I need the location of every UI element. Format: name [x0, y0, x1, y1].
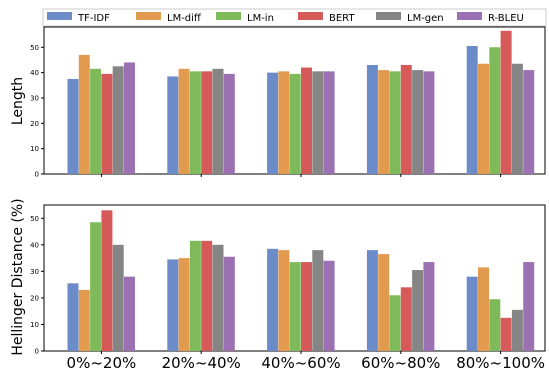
legend-label-lm-in: LM-in — [247, 13, 274, 24]
bar-length-lm-gen-1 — [212, 68, 224, 174]
hellinger-ytick-label: 20 — [30, 294, 39, 302]
bar-length-r-bleu-3 — [423, 71, 435, 174]
bar-hellinger-bert-1 — [201, 240, 213, 351]
bar-hellinger-r-bleu-0 — [124, 276, 135, 351]
hellinger-distance-chart: 0 10 20 30 40 50 Hellinger Distance (%) 0%~20% 2… — [10, 198, 546, 369]
bar-hellinger-tf-idf-1 — [167, 259, 179, 351]
bar-length-tf-idf-3 — [366, 65, 378, 174]
length-y-axis-label: Length — [10, 77, 26, 125]
legend-swatch-lm-diff — [136, 12, 161, 20]
bar-hellinger-lm-in-3 — [389, 295, 401, 351]
bar-length-lm-diff-3 — [378, 70, 390, 174]
bar-hellinger-bert-4 — [500, 317, 512, 351]
bar-hellinger-lm-gen-0 — [112, 244, 124, 351]
length-chart: 0 10 20 30 40 50 Length — [10, 26, 546, 179]
bar-length-tf-idf-2 — [267, 72, 279, 174]
bar-hellinger-lm-diff-4 — [478, 267, 490, 351]
bar-length-lm-in-2 — [289, 73, 301, 174]
legend-swatch-tf-idf — [47, 12, 72, 20]
bar-hellinger-lm-diff-1 — [178, 258, 190, 351]
bar-length-lm-gen-4 — [511, 63, 523, 174]
legend-label-lm-diff: LM-diff — [167, 13, 202, 24]
bar-length-lm-diff-1 — [178, 68, 190, 174]
bar-hellinger-r-bleu-4 — [523, 262, 535, 351]
bar-hellinger-bert-2 — [301, 262, 313, 351]
bar-hellinger-tf-idf-4 — [466, 276, 478, 351]
hellinger-ytick-label: 0 — [35, 348, 39, 356]
bar-hellinger-r-bleu-1 — [223, 256, 235, 351]
bar-length-tf-idf-0 — [67, 78, 79, 174]
xtick-label-4: 80%~100% — [456, 354, 545, 369]
length-ytick-label: 10 — [30, 145, 39, 153]
bar-length-bert-1 — [201, 71, 213, 174]
bar-length-bert-2 — [301, 67, 313, 174]
bar-hellinger-r-bleu-2 — [323, 260, 335, 351]
bar-hellinger-lm-diff-2 — [278, 250, 290, 351]
bar-hellinger-tf-idf-0 — [67, 283, 79, 351]
bar-hellinger-lm-in-0 — [90, 222, 102, 351]
hellinger-y-axis-label: Hellinger Distance (%) — [10, 198, 26, 355]
bar-hellinger-lm-in-4 — [489, 299, 501, 351]
legend-swatch-lm-in — [216, 12, 241, 20]
bar-hellinger-lm-gen-2 — [312, 250, 324, 351]
legend-swatch-r-bleu — [457, 12, 482, 20]
bar-length-lm-gen-0 — [112, 66, 124, 174]
bar-length-bert-3 — [400, 65, 412, 174]
bar-hellinger-r-bleu-3 — [423, 262, 435, 351]
bar-hellinger-lm-in-1 — [189, 240, 201, 351]
xtick-label-0: 0%~20% — [67, 354, 137, 369]
bar-length-lm-in-0 — [90, 68, 102, 174]
length-ytick-label: 50 — [30, 44, 39, 52]
bar-hellinger-lm-gen-3 — [412, 270, 424, 351]
legend-label-bert: BERT — [329, 13, 355, 24]
bar-length-r-bleu-0 — [124, 62, 135, 174]
hellinger-ytick-label: 30 — [30, 268, 39, 276]
legend-swatch-bert — [298, 12, 323, 20]
bar-length-bert-4 — [500, 30, 512, 174]
bar-length-tf-idf-1 — [167, 76, 179, 174]
xtick-label-1: 20%~40% — [162, 354, 241, 369]
legend-label-tf-idf: TF-IDF — [77, 13, 110, 24]
bar-length-bert-0 — [101, 73, 113, 174]
length-ytick-label: 0 — [35, 171, 39, 179]
bar-hellinger-tf-idf-2 — [267, 248, 279, 351]
bar-length-r-bleu-4 — [523, 70, 535, 174]
bar-length-lm-diff-0 — [78, 54, 90, 174]
bar-hellinger-lm-diff-3 — [378, 254, 390, 351]
length-ytick-label: 20 — [30, 120, 39, 128]
bar-hellinger-tf-idf-3 — [366, 250, 378, 351]
hellinger-ytick-label: 10 — [30, 321, 39, 329]
bar-length-lm-gen-3 — [412, 70, 424, 174]
bar-hellinger-lm-diff-0 — [78, 289, 90, 351]
bar-length-lm-in-3 — [389, 71, 401, 174]
legend-label-lm-gen: LM-gen — [407, 13, 444, 24]
bar-hellinger-bert-3 — [400, 287, 412, 351]
bar-length-tf-idf-4 — [466, 46, 478, 174]
bar-hellinger-lm-gen-4 — [511, 309, 523, 351]
xtick-label-2: 40%~60% — [261, 354, 340, 369]
bar-length-r-bleu-2 — [323, 71, 335, 174]
hellinger-ytick-label: 40 — [30, 241, 39, 249]
bar-length-lm-diff-4 — [478, 63, 490, 174]
bar-length-lm-diff-2 — [278, 71, 290, 174]
bar-length-lm-gen-2 — [312, 71, 324, 174]
length-ytick-label: 30 — [30, 94, 39, 102]
hellinger-ytick-label: 50 — [30, 215, 39, 223]
legend-swatch-lm-gen — [376, 12, 401, 20]
bar-hellinger-lm-in-2 — [289, 262, 301, 351]
bar-length-lm-in-1 — [189, 71, 201, 174]
bar-length-lm-in-4 — [489, 47, 501, 174]
xtick-label-3: 60%~80% — [361, 354, 440, 369]
bar-length-r-bleu-1 — [223, 73, 235, 174]
legend-frame — [42, 8, 547, 27]
legend-label-r-bleu: R-BLEU — [488, 13, 524, 24]
bar-hellinger-lm-gen-1 — [212, 244, 224, 351]
legend: TF-IDF LM-diff LM-in BERT LM-gen R-BLEU — [42, 8, 547, 27]
length-ytick-label: 40 — [30, 69, 39, 77]
bar-hellinger-bert-0 — [101, 210, 113, 351]
